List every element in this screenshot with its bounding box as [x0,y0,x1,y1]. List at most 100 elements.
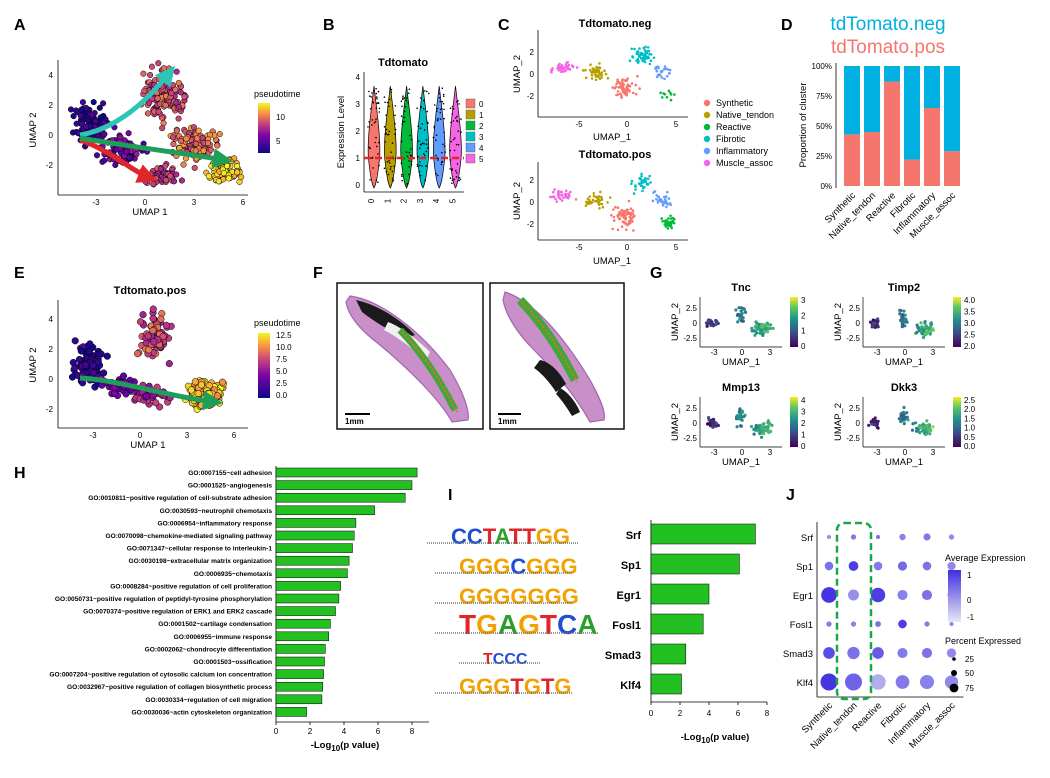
cell-point [622,212,626,215]
violin-point [449,177,452,179]
cell-point [876,317,880,321]
cell-point [94,358,102,366]
panel-i: I Srf CCTATTGG Sp1 GGGCGGG Egr1 GGGGGGG Fosl1 T… [427,487,770,745]
violin-point [375,96,378,98]
panel-i-xtick: 6 [736,709,741,718]
legend-dot [703,135,711,143]
cell-point [897,417,901,421]
panel-i-chart: Srf CCTATTGG Sp1 GGGCGGG Egr1 GGGGGGG Fosl1 TGA… [427,520,770,718]
cell-point [761,325,765,329]
cell-point [766,419,771,423]
cell-point [181,93,188,100]
cell-point [626,77,629,80]
violin-point [375,136,377,139]
panel-b-xtick: 5 [449,198,458,203]
cell-point [669,203,672,206]
panel-i-xtick: 8 [765,709,770,718]
panel-c-letter: C [498,17,510,34]
cell-point [902,422,906,426]
cell-point [921,335,926,340]
feature-ytick: 0 [856,419,861,428]
cell-point [640,181,643,185]
cell-point [600,197,604,200]
cell-point [640,175,643,178]
violin-point [383,126,386,128]
violin-point [424,179,426,181]
cell-point [750,326,754,330]
legend-dot [703,111,711,119]
violin-point [384,133,387,136]
cell-point [928,432,932,436]
feature-colorbar-tick: 0 [801,442,806,451]
cell-point [192,147,199,154]
cell-point [876,325,880,329]
violin-point [458,103,460,105]
violin-4 [432,85,446,189]
dot-smad3-muscle_assoc [946,648,957,658]
violin-point [400,115,403,117]
feature-title-tnc: Tnc [731,282,751,294]
panel-a-ytick: -2 [46,161,54,170]
cell-point [626,211,630,214]
feature-colorbar-tick: 1 [801,431,806,440]
cell-point [616,90,620,93]
feature-colorbar-tick: 2.5 [964,331,976,340]
legend-swatch [465,153,476,164]
dot-smad3-native_tendon [847,646,860,660]
cell-point [644,179,647,182]
scale-bar-label-right: 1mm [498,417,517,426]
cell-point [873,325,877,329]
violin-point [435,154,437,157]
violin-point [419,161,421,163]
cell-point [126,154,133,161]
cell-point [159,332,167,340]
cell-point [575,66,579,69]
cell-point [627,88,631,92]
cell-point [92,117,99,125]
cell-point [620,96,623,99]
cell-point [922,426,927,430]
violin-point [426,90,428,93]
cell-point [569,190,572,194]
dot-srf-synthetic [826,534,832,540]
cell-point [560,64,564,67]
cell-point [911,422,915,426]
cell-point [915,330,919,334]
violin-point [385,170,388,173]
violin-point [378,141,380,144]
legend-label: 4 [479,144,484,153]
violin-point [436,107,439,110]
cell-point [673,93,676,96]
panel-h-xtick: 4 [342,727,347,736]
cell-point [906,418,910,422]
violin-point [451,105,454,108]
cell-point [925,332,929,336]
cell-point [173,171,180,178]
violin-point [437,157,439,160]
violin-point [375,179,378,182]
cell-point [663,77,666,81]
violin-point [416,163,419,166]
panel-e-xtick: 0 [138,431,143,440]
cell-point [180,161,187,168]
cell-point [905,320,909,324]
panel-e-legend-title: pseudotime [254,318,301,328]
violin-point [451,113,453,115]
go-term-label: GO:0006955~immune response [174,634,273,641]
cell-point [706,422,710,426]
violin-point [439,118,442,120]
cell-point [740,409,744,413]
violin-point [441,152,443,154]
dot-klf4-fibrotic [895,675,910,689]
panel-j-letter: J [786,487,795,504]
cell-point [925,329,929,333]
cell-point [755,326,759,330]
go-term-label: GO:0007155~cell adhesion [188,470,272,477]
panel-c-ytick: 0 [530,198,535,207]
cell-point [563,193,567,196]
violin-point [405,151,408,153]
feature-xtick: -3 [710,348,718,357]
feature-colorbar-tick: 3 [801,296,806,305]
cell-point [155,108,162,115]
cell-point [157,165,164,172]
